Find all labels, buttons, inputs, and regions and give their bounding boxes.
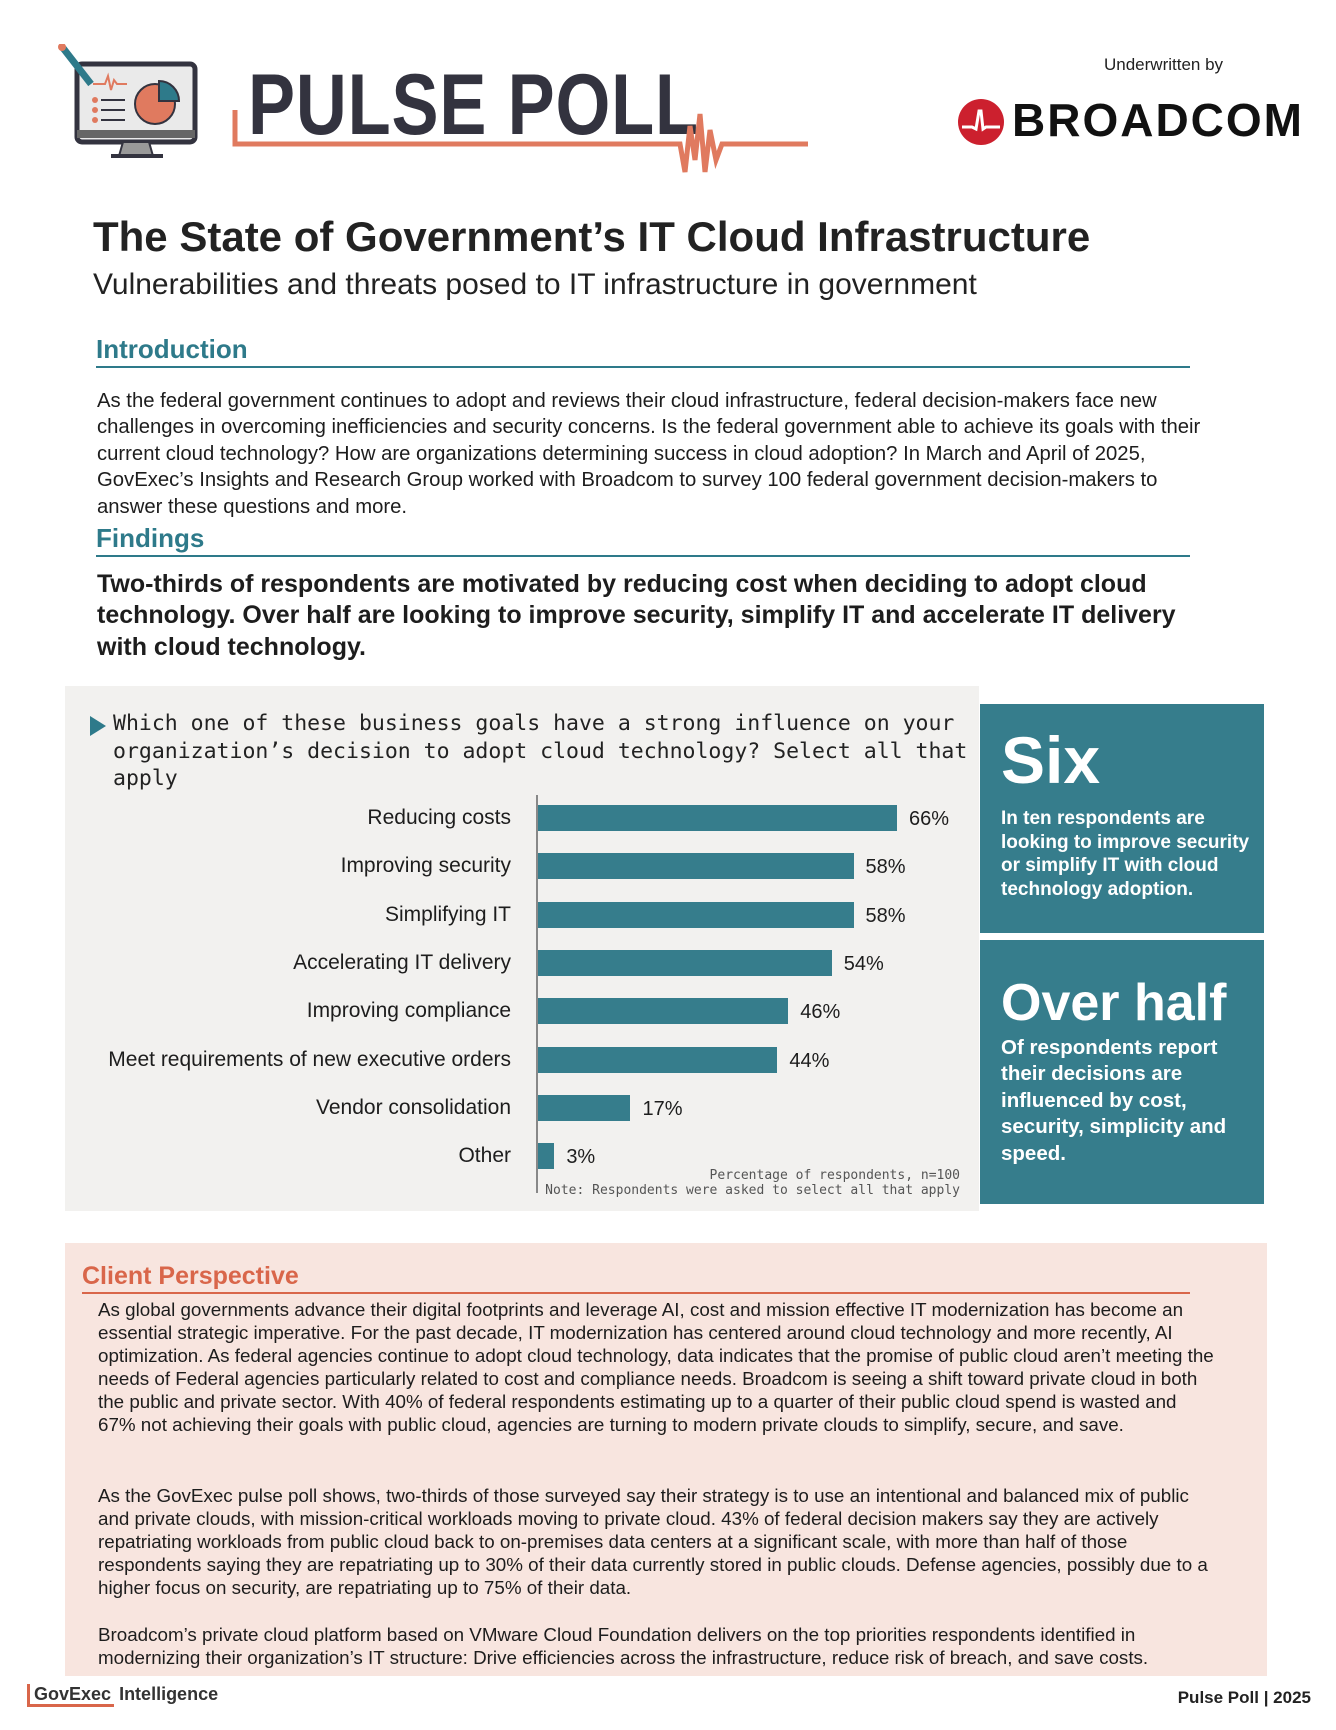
bar xyxy=(538,1046,778,1073)
govexec-intelligence-logo: GovExec Intelligence xyxy=(27,1684,219,1707)
page-title: The State of Government’s IT Cloud Infra… xyxy=(93,213,1091,260)
bar-value-label: 58% xyxy=(865,856,906,879)
chart-question: Which one of these business goals have a… xyxy=(113,711,968,791)
bar-value-label: 66% xyxy=(909,808,950,830)
introduction-heading: Introduction xyxy=(96,334,248,364)
bar xyxy=(538,805,898,831)
bar xyxy=(538,1094,631,1121)
bar xyxy=(538,901,854,928)
broadcom-logo-text: BROADCOM xyxy=(1012,94,1304,146)
client-perspective-heading: Client Perspective xyxy=(82,1262,299,1290)
intelligence-label: Intelligence xyxy=(119,1684,219,1704)
bar-category-label: Improving security xyxy=(340,854,511,878)
bar-category-label: Meet requirements of new executive order… xyxy=(108,1047,511,1071)
bar xyxy=(538,853,854,880)
client-paragraph: Broadcom’s private cloud platform based … xyxy=(98,1624,1149,1669)
bar-category-label: Simplifying IT xyxy=(384,902,511,926)
findings-heading: Findings xyxy=(96,523,205,553)
pulse-line-icon xyxy=(232,110,808,173)
callout-over-half: Over half Of respondents report their de… xyxy=(980,940,1264,1204)
findings-lead: Two-thirds of respondents are motivated … xyxy=(97,570,1176,661)
introduction-divider xyxy=(96,366,1190,368)
client-paragraph: As global governments advance their digi… xyxy=(98,1299,1214,1436)
bar-value-label: 54% xyxy=(843,952,884,975)
broadcom-logo-icon xyxy=(958,99,1004,145)
client-perspective-panel xyxy=(65,1243,1267,1676)
pulse-poll-monitor-icon xyxy=(58,44,198,158)
bar xyxy=(538,998,789,1025)
bar-value-label: 58% xyxy=(865,904,906,927)
page-subtitle: Vulnerabilities and threats posed to IT … xyxy=(93,268,977,301)
chart-note: Note: Respondents were asked to select a… xyxy=(545,1183,960,1198)
callout-big-text: Over half xyxy=(1001,974,1227,1032)
chart-panel xyxy=(65,686,979,1211)
bar-category-label: Improving compliance xyxy=(306,999,511,1023)
play-triangle-icon xyxy=(90,716,106,736)
underwritten-by-label: Underwritten by xyxy=(1104,55,1224,74)
callout-text: In ten respondents are looking to improv… xyxy=(1001,808,1250,900)
bar-category-label: Accelerating IT delivery xyxy=(293,950,511,974)
footer-pulse-poll-year: Pulse Poll | 2025 xyxy=(1177,1688,1311,1707)
findings-divider xyxy=(96,555,1190,557)
callout-big-text: Six xyxy=(1001,723,1101,797)
govexec-brand: GovExec xyxy=(27,1684,115,1707)
bar xyxy=(538,1143,555,1170)
bar-value-label: 3% xyxy=(566,1146,596,1169)
callout-six: Six In ten respondents are looking to im… xyxy=(980,704,1264,933)
bar-value-label: 44% xyxy=(789,1049,830,1072)
client-perspective-divider xyxy=(82,1292,1190,1294)
chart-xlabel: Percentage of respondents, n=100 xyxy=(709,1168,960,1183)
bar xyxy=(538,949,832,976)
client-paragraph: As the GovExec pulse poll shows, two-thi… xyxy=(98,1485,1208,1599)
bar-category-label: Vendor consolidation xyxy=(316,1095,511,1119)
bar-category-label: Other xyxy=(458,1144,511,1168)
introduction-text: As the federal government continues to a… xyxy=(97,390,1201,518)
callout-text: Of respondents report their decisions ar… xyxy=(1001,1036,1227,1165)
bar-category-label: Reducing costs xyxy=(367,806,511,829)
bar-value-label: 17% xyxy=(642,1097,683,1120)
bar-value-label: 46% xyxy=(800,1001,841,1024)
chart-axis xyxy=(536,795,538,1193)
pulse-poll-title: PULSE POLL xyxy=(248,57,699,153)
